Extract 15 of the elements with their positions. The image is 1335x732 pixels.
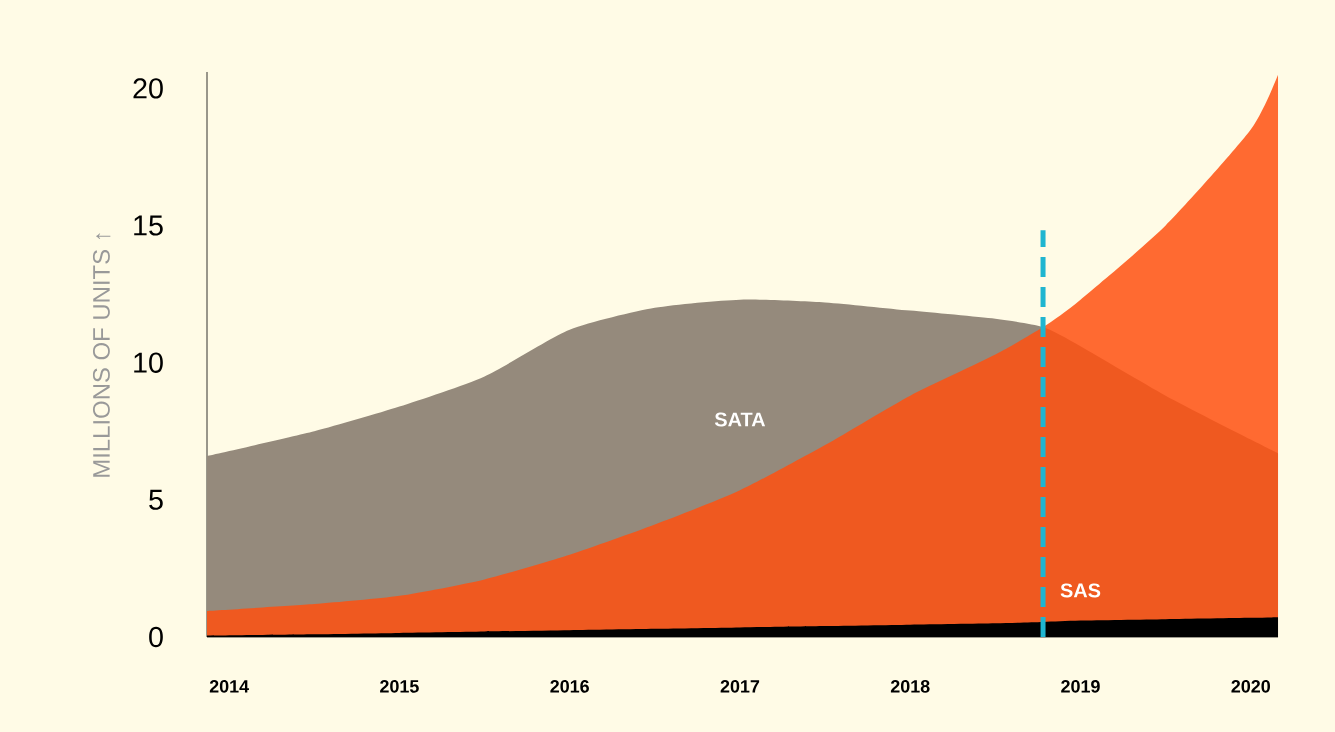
x-tick-label: 2019 bbox=[1061, 680, 1100, 693]
series-label: SATA bbox=[714, 412, 766, 427]
y-axis-title: MILLIONS OF UNITS ↑ bbox=[92, 233, 111, 477]
x-tick-label: 2016 bbox=[550, 680, 589, 693]
series-label: SAS bbox=[1060, 583, 1101, 598]
x-tick-label: 2018 bbox=[890, 680, 930, 693]
x-tick-label: 2017 bbox=[720, 680, 760, 693]
y-tick-label: 0 bbox=[149, 626, 163, 648]
y-tick-label: 5 bbox=[149, 489, 163, 510]
x-tick-label: 2015 bbox=[380, 680, 419, 693]
y-tick-label: 15 bbox=[134, 215, 163, 236]
x-tick-label: 2014 bbox=[209, 680, 249, 693]
y-tick-label: 20 bbox=[133, 78, 163, 99]
y-tick-label: 10 bbox=[134, 352, 163, 373]
x-tick-label: 2020 bbox=[1231, 680, 1270, 693]
